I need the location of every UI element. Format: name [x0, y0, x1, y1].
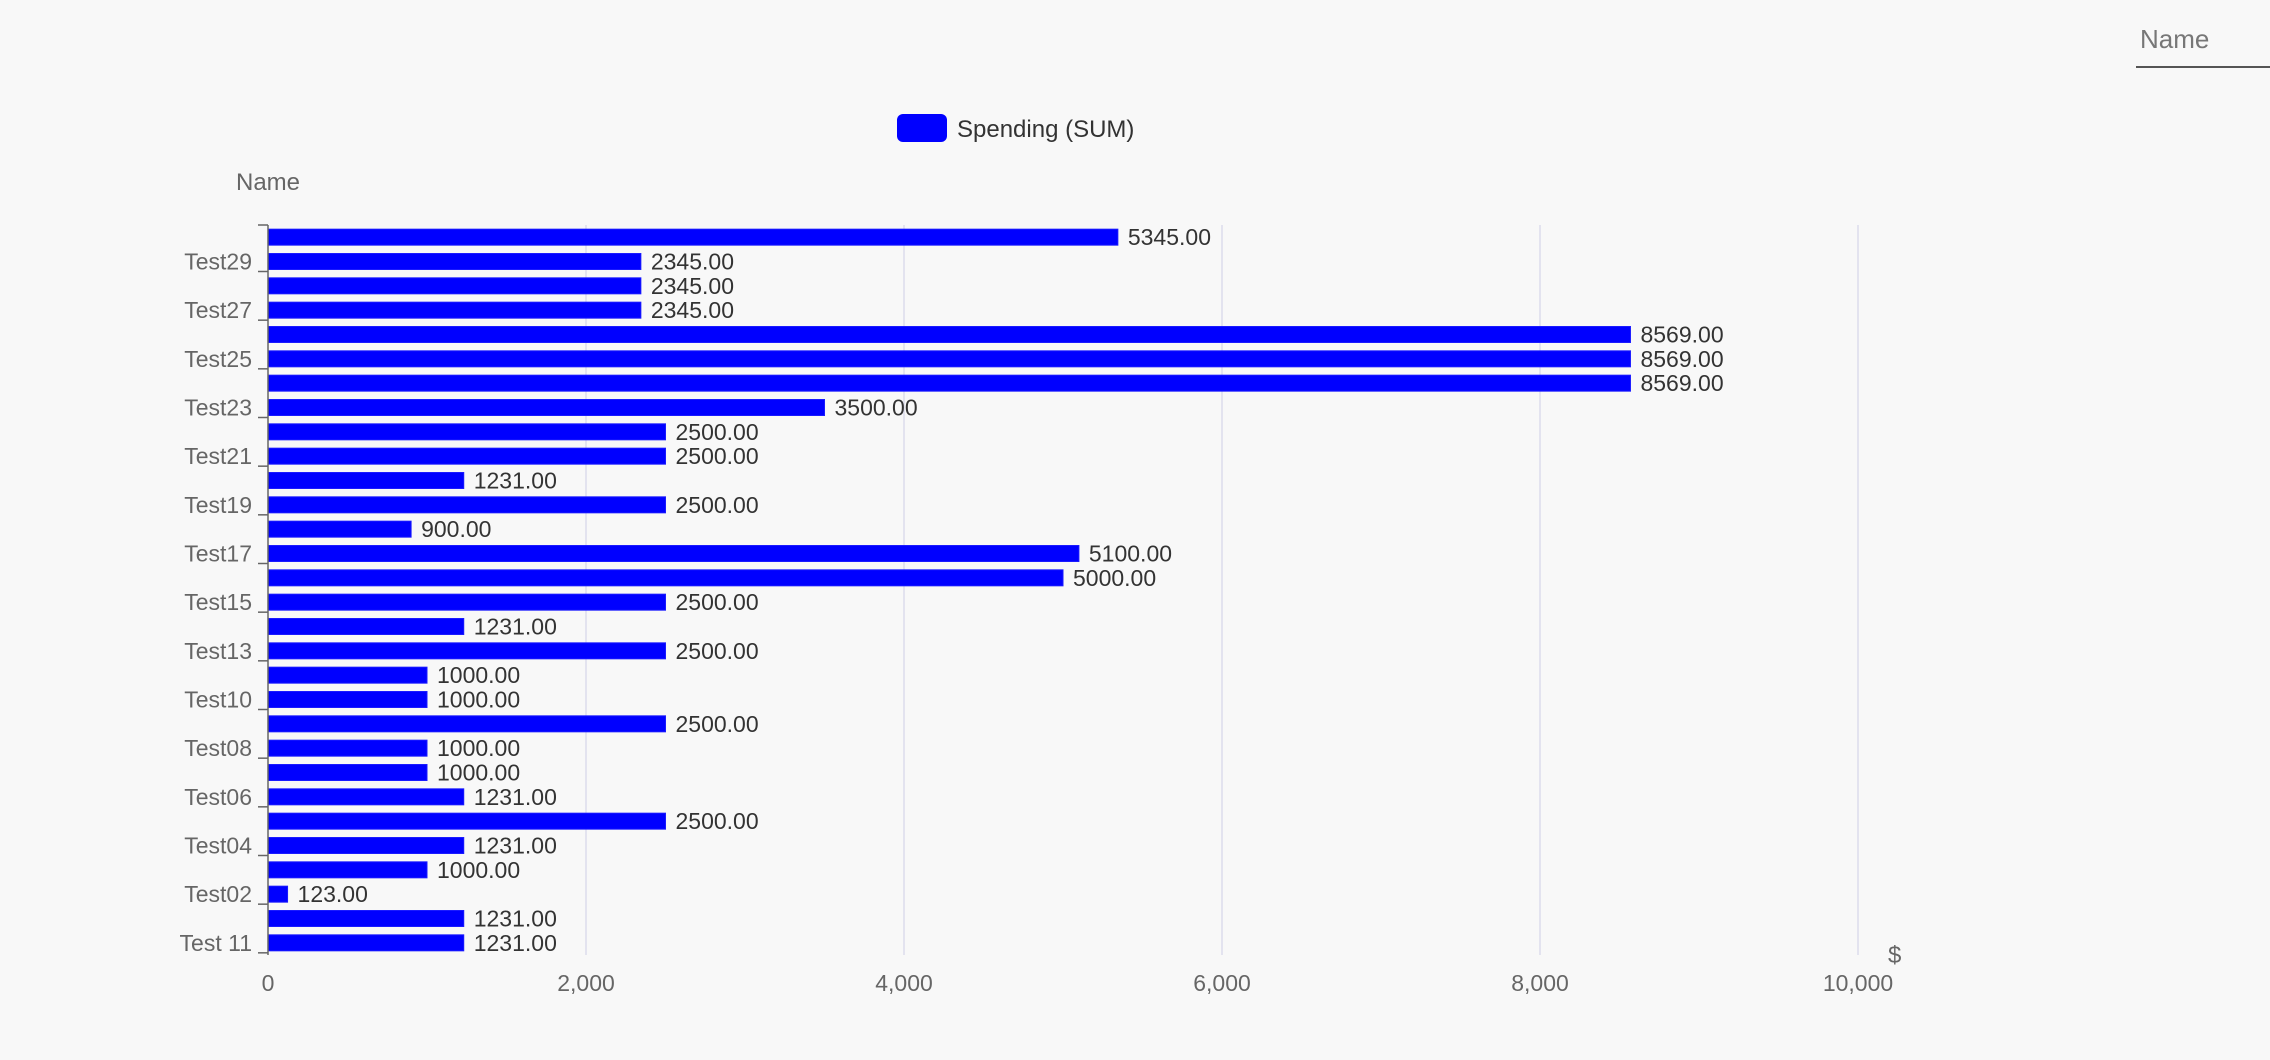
x-axis-title: $: [1888, 942, 1901, 969]
bar[interactable]: [267, 253, 642, 270]
bar-value-label: 1231.00: [474, 614, 557, 640]
y-tick-label: Test17: [184, 541, 252, 567]
bar-value-label: 8569.00: [1640, 346, 1723, 372]
bar-value-label: 1000.00: [437, 735, 520, 761]
x-tick-label: 6,000: [1193, 970, 1251, 996]
bar-value-label: 2500.00: [676, 589, 759, 615]
gridlines: [585, 225, 1859, 955]
bar[interactable]: [267, 399, 825, 416]
bar[interactable]: [267, 326, 1631, 343]
bar-value-label: 2345.00: [651, 273, 734, 299]
bar-value-label: 1231.00: [474, 833, 557, 859]
bar[interactable]: [267, 764, 428, 781]
bar[interactable]: [267, 447, 666, 465]
bar-value-label: 5000.00: [1073, 565, 1156, 591]
y-tick-label: Test15: [184, 589, 252, 615]
y-tick-label: Test 11: [180, 930, 252, 956]
x-tick-label: 8,000: [1511, 970, 1569, 996]
bar[interactable]: [267, 788, 465, 806]
bar-value-label: 2345.00: [651, 297, 734, 323]
bar[interactable]: [267, 715, 666, 733]
bar[interactable]: [267, 593, 666, 611]
bar-value-label: 2500.00: [676, 492, 759, 518]
bars: [267, 228, 1631, 952]
y-tick-label: Test27: [184, 297, 252, 323]
y-tick-label: Test25: [184, 346, 252, 372]
bar[interactable]: [267, 691, 428, 708]
bar-value-label: 1231.00: [474, 784, 557, 810]
bar[interactable]: [267, 861, 428, 879]
data-labels: 5345.002345.002345.002345.008569.008569.…: [298, 224, 1724, 956]
name-filter-input[interactable]: [2136, 10, 2270, 68]
y-tick-label: Test10: [184, 687, 252, 713]
bar-value-label: 1000.00: [437, 857, 520, 883]
bar-value-label: 8569.00: [1640, 370, 1723, 396]
bar[interactable]: [267, 374, 1631, 392]
bar[interactable]: [267, 350, 1631, 368]
bar-value-label: 123.00: [298, 881, 368, 907]
bar[interactable]: [267, 277, 642, 295]
bar-value-label: 3500.00: [835, 395, 918, 421]
bar-value-label: 5100.00: [1089, 541, 1172, 567]
bar-value-label: 1000.00: [437, 760, 520, 786]
y-tick-label: Test06: [184, 784, 252, 810]
bar[interactable]: [267, 837, 465, 854]
y-tick-label: Test19: [184, 492, 252, 518]
x-axis: 0 2,000 4,000 6,000 8,000 10,000: [262, 970, 1894, 996]
bar[interactable]: [267, 739, 428, 757]
bar-value-label: 1231.00: [474, 930, 557, 956]
bar[interactable]: [267, 472, 465, 489]
bar[interactable]: [267, 496, 666, 514]
bar-value-label: 2500.00: [676, 443, 759, 469]
bar-value-label: 2500.00: [676, 638, 759, 664]
y-axis: Test29 Test27 Test25 Test23 Test21 Test19 Test…: [180, 224, 269, 956]
legend[interactable]: Spending (SUM): [897, 114, 1134, 143]
legend-label[interactable]: Spending (SUM): [957, 116, 1134, 143]
bar[interactable]: [267, 545, 1080, 562]
y-tick-label: Test23: [184, 395, 252, 421]
bar-value-label: 2500.00: [676, 419, 759, 445]
bar-value-label: 2345.00: [651, 249, 734, 275]
y-axis-title: Name: [236, 169, 300, 196]
bar-value-label: 2500.00: [676, 808, 759, 834]
bar[interactable]: [267, 934, 465, 952]
y-tick-label: Test02: [184, 881, 252, 907]
bar-value-label: 5345.00: [1128, 224, 1211, 250]
bar-value-label: 8569.00: [1640, 322, 1723, 348]
y-tick-label: Test08: [184, 735, 252, 761]
bar[interactable]: [267, 423, 666, 441]
y-tick-label: Test04: [184, 833, 252, 859]
x-tick-label: 2,000: [557, 970, 615, 996]
y-tick-label: Test13: [184, 638, 252, 664]
bar-value-label: 900.00: [421, 516, 491, 542]
bar[interactable]: [267, 301, 642, 319]
bar[interactable]: [267, 642, 666, 660]
bar[interactable]: [267, 520, 412, 538]
bar[interactable]: [267, 666, 428, 684]
x-tick-label: 10,000: [1823, 970, 1893, 996]
y-tick-label: Test29: [184, 249, 252, 275]
bar-value-label: 1000.00: [437, 687, 520, 713]
bar-value-label: 2500.00: [676, 711, 759, 737]
bar[interactable]: [267, 910, 465, 927]
legend-swatch[interactable]: [897, 114, 947, 142]
bar[interactable]: [267, 812, 666, 830]
bar-value-label: 1000.00: [437, 662, 520, 688]
bar[interactable]: [267, 885, 289, 903]
bar-value-label: 1231.00: [474, 468, 557, 494]
x-tick-label: 0: [262, 970, 275, 996]
x-tick-label: 4,000: [875, 970, 933, 996]
bar-value-label: 1231.00: [474, 906, 557, 932]
bar[interactable]: [267, 618, 465, 635]
bar[interactable]: [267, 569, 1064, 587]
y-tick-label: Test21: [184, 443, 252, 469]
bar[interactable]: [267, 228, 1119, 246]
